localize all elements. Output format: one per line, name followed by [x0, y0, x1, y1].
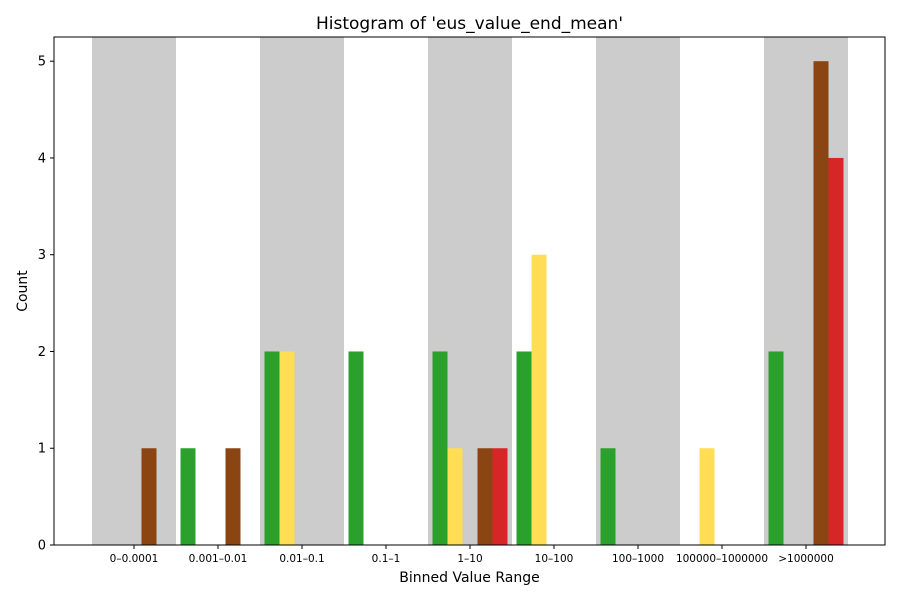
bar — [699, 448, 715, 545]
bar — [813, 61, 829, 545]
x-tick-label: 1–10 — [457, 553, 482, 565]
x-tick-label: >1000000 — [778, 553, 834, 565]
bar — [477, 448, 493, 545]
x-tick-label: 0–0.0001 — [110, 553, 159, 565]
y-tick-label: 1 — [38, 442, 46, 457]
bar — [828, 157, 844, 545]
y-tick-label: 3 — [38, 248, 46, 263]
x-tick-label: 0.1–1 — [372, 553, 401, 565]
bar — [447, 448, 463, 545]
bar — [531, 254, 547, 545]
y-axis: 0 1 2 3 4 5 — [38, 55, 54, 554]
y-tick-label: 5 — [38, 55, 46, 70]
y-tick-label: 4 — [38, 151, 46, 166]
x-tick-label: 10–100 — [535, 553, 574, 565]
bar — [264, 351, 280, 545]
bar — [225, 448, 241, 545]
y-axis-label: Count — [15, 270, 31, 312]
bar — [516, 351, 532, 545]
chart-title: Histogram of 'eus_value_end_mean' — [316, 14, 623, 34]
x-tick-label: 0.001–0.01 — [189, 553, 248, 565]
x-tick-label: 100–1000 — [612, 553, 664, 565]
bar — [141, 448, 157, 545]
x-axis-label: Binned Value Range — [399, 570, 539, 586]
bar — [180, 448, 196, 545]
bar — [279, 351, 295, 545]
bar — [348, 351, 364, 545]
bar — [432, 351, 448, 545]
x-tick-label: 100000–1000000 — [676, 553, 768, 565]
bar — [600, 448, 616, 545]
x-tick-label: 0.01–0.1 — [279, 553, 324, 565]
y-tick-label: 0 — [38, 539, 46, 554]
y-tick-label: 2 — [38, 345, 46, 360]
bars — [141, 61, 844, 545]
x-axis: 0–0.0001 0.001–0.01 0.01–0.1 0.1–1 1–10 10–10… — [110, 545, 834, 565]
bar — [492, 448, 508, 545]
category-band — [92, 37, 176, 545]
bar — [768, 351, 784, 545]
category-bands — [92, 37, 848, 545]
